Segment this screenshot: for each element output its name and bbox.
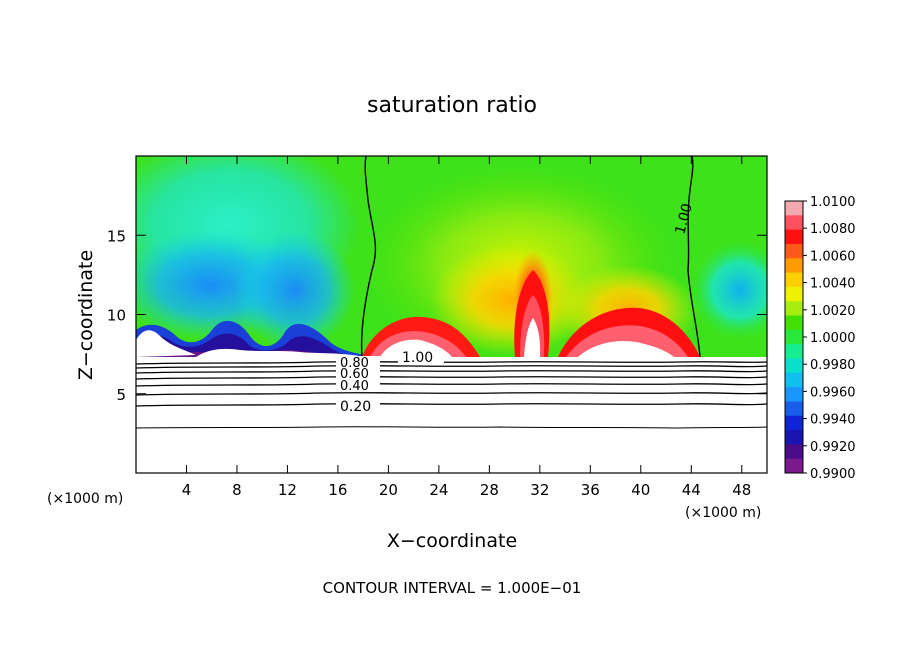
x-tick-label-20: 20 [379,481,398,499]
y-axis: 5 10 15 [107,227,767,404]
contour-label-5: 0.40 [340,379,369,394]
y-tick-label-5: 5 [116,386,126,404]
colorbar-swatch [785,444,803,460]
x-axis: 4 8 12 16 20 24 28 32 36 40 44 48 [182,156,751,499]
colorbar-swatch [785,301,803,317]
colorbar-label: 0.9940 [810,413,856,428]
colorbar-swatch [785,272,803,288]
colorbar-swatch [785,229,803,245]
x-tick-label-24: 24 [429,481,448,499]
colorbar-label: 1.0020 [810,304,856,319]
colorbar-swatch [785,344,803,359]
colorbar-swatch [785,430,803,445]
x-tick-label-48: 48 [732,481,751,499]
colorbar-swatch [785,215,803,231]
colorbar: 1.0100 1.0080 1.0060 1.0040 1.0020 1.0000 0.99… [784,195,856,482]
y-tick-label-10: 10 [107,307,126,325]
colorbar-label: 1.0060 [810,249,856,264]
colorbar-swatch [785,387,803,402]
y-tick-label-15: 15 [107,227,126,245]
chart-title: saturation ratio [367,93,537,118]
colorbar-label: 0.9920 [810,440,856,455]
x-tick-label-4: 4 [182,481,192,499]
x-unit-left: (×1000 m) [47,491,123,507]
x-tick-label-40: 40 [631,481,650,499]
x-tick-label-36: 36 [581,481,600,499]
x-unit-right: (×1000 m) [685,505,761,521]
x-tick-label-8: 8 [232,481,242,499]
contour-label-1: 1.00 [672,202,696,236]
colorbar-label: 1.0100 [810,195,856,210]
contour-lines [136,156,767,429]
colorbar-swatch [785,372,803,388]
colorbar-swatch [785,286,803,302]
colorbar-swatch [785,243,803,259]
saturation-field [136,156,767,473]
x-tick-label-16: 16 [328,481,347,499]
contour-label-2: 1.00 [402,350,433,366]
colorbar-swatch [785,415,803,431]
colorbar-swatch [785,329,803,345]
colorbar-label: 1.0040 [810,277,856,292]
x-tick-label-28: 28 [480,481,499,499]
contour-label-3: 0.80 [340,356,369,371]
colorbar-swatch [785,201,803,216]
contour-label-group: 1.00 1.00 0.80 0.60 0.40 0.20 [336,202,696,415]
colorbar-swatch [785,258,803,274]
x-tick-label-12: 12 [278,481,297,499]
contour-label-6: 0.20 [340,399,371,415]
colorbar-label: 0.9980 [810,358,856,373]
colorbar-label: 1.0080 [810,222,856,237]
colorbar-label: 0.9900 [810,467,856,482]
colorbar-label: 1.0000 [810,331,856,346]
x-tick-label-32: 32 [530,481,549,499]
contour-interval-note: CONTOUR INTERVAL = 1.000E−01 [323,579,582,597]
x-tick-label-44: 44 [682,481,701,499]
colorbar-swatch [785,315,803,331]
y-axis-label: Z−coordinate [75,250,97,380]
colorbar-swatch [785,358,803,374]
colorbar-swatch [785,458,803,474]
colorbar-label: 0.9960 [810,385,856,400]
colorbar-swatch [785,401,803,417]
x-axis-label: X−coordinate [387,530,517,552]
